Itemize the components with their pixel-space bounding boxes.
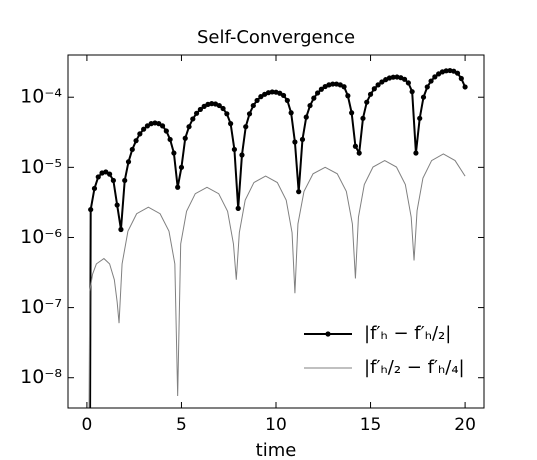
- x-tick-label: 0: [81, 415, 92, 435]
- series-marker: [107, 171, 113, 177]
- series-marker: [209, 101, 215, 107]
- series-marker: [197, 106, 203, 113]
- series-marker: [246, 111, 253, 117]
- series-marker: [360, 115, 366, 121]
- x-tick-label: 20: [454, 415, 476, 435]
- series-marker: [345, 93, 351, 99]
- series-marker: [258, 94, 264, 100]
- series-marker: [432, 74, 438, 80]
- series-marker: [405, 80, 411, 86]
- series-marker: [228, 121, 234, 127]
- y-tick-label: 10⁻⁷: [20, 296, 62, 318]
- series-marker: [284, 97, 290, 104]
- series-marker: [458, 75, 464, 82]
- series-marker: [175, 184, 181, 190]
- series-marker: [341, 84, 347, 90]
- series-marker: [401, 76, 408, 82]
- series-marker: [167, 136, 173, 143]
- series-marker: [137, 131, 143, 137]
- series-marker: [250, 102, 256, 109]
- series-marker: [356, 150, 362, 156]
- y-tick-label: 10⁻⁶: [20, 226, 62, 248]
- legend-label: |f′ₕ/₂ − f′ₕ/₄|: [364, 357, 465, 378]
- series-marker: [91, 185, 98, 192]
- series-marker: [288, 110, 294, 116]
- series-marker: [303, 114, 309, 120]
- series-marker: [193, 110, 200, 116]
- series-marker: [413, 150, 419, 156]
- series-marker: [379, 79, 385, 85]
- series-line: [88, 153, 466, 408]
- legend-label: |f′ₕ − f′ₕ/₂|: [364, 323, 451, 344]
- series-marker: [231, 146, 237, 153]
- x-tick-label: 5: [176, 415, 187, 435]
- y-tick-label: 10⁻⁸: [20, 366, 62, 388]
- series-marker: [330, 81, 336, 87]
- series-marker: [390, 74, 396, 80]
- series-marker: [122, 177, 128, 184]
- legend-marker: [325, 331, 331, 337]
- series-marker: [349, 110, 355, 116]
- series-marker: [186, 124, 192, 130]
- series-marker: [110, 177, 116, 184]
- series-marker: [178, 164, 185, 170]
- series-marker: [299, 136, 306, 143]
- series-marker: [269, 89, 275, 95]
- series-marker: [254, 97, 260, 104]
- series-marker: [129, 146, 135, 153]
- series-marker: [141, 126, 147, 132]
- series-marker: [364, 99, 370, 105]
- series-marker: [409, 89, 415, 95]
- series-marker: [277, 90, 283, 96]
- series-marker: [103, 169, 109, 175]
- x-tick-label: 15: [360, 415, 382, 435]
- series-marker: [424, 84, 430, 90]
- series-marker: [280, 92, 287, 99]
- series-marker: [352, 143, 359, 149]
- series-marker: [156, 121, 162, 127]
- series-marker: [454, 70, 461, 76]
- series-marker: [159, 123, 166, 129]
- series-marker: [220, 105, 226, 112]
- series-marker: [190, 116, 196, 122]
- series-marker: [163, 128, 169, 134]
- x-tick-label: 10: [265, 415, 287, 435]
- series-marker: [371, 86, 377, 92]
- series-marker: [307, 102, 313, 109]
- series-marker: [144, 123, 151, 129]
- series-marker: [428, 78, 434, 84]
- series-marker: [296, 189, 302, 195]
- y-tick-label: 10⁻⁵: [20, 156, 62, 178]
- series-marker: [443, 68, 449, 74]
- series-marker: [125, 159, 132, 165]
- series-marker: [462, 84, 468, 90]
- series-marker: [114, 202, 120, 208]
- series-marker: [318, 86, 324, 92]
- series-marker: [311, 95, 317, 101]
- series-marker: [224, 111, 230, 117]
- x-axis-label: time: [256, 440, 297, 460]
- series-marker: [292, 139, 298, 145]
- series-marker: [243, 124, 249, 130]
- chart-title: Self-Convergence: [197, 27, 355, 48]
- series-marker: [375, 82, 381, 88]
- y-tick-label: 10⁻⁴: [20, 86, 62, 108]
- series-marker: [118, 226, 124, 233]
- series-marker: [417, 115, 423, 121]
- series-marker: [133, 138, 139, 144]
- series-marker: [182, 135, 188, 141]
- series-marker: [95, 174, 101, 180]
- series-marker: [367, 91, 374, 97]
- series-marker: [216, 102, 222, 109]
- series-marker: [171, 150, 177, 156]
- plot-area: [88, 67, 468, 408]
- series-marker: [88, 206, 94, 213]
- series-marker: [235, 205, 241, 211]
- series-marker: [239, 152, 245, 158]
- series-marker: [315, 90, 321, 96]
- series-marker: [420, 94, 427, 100]
